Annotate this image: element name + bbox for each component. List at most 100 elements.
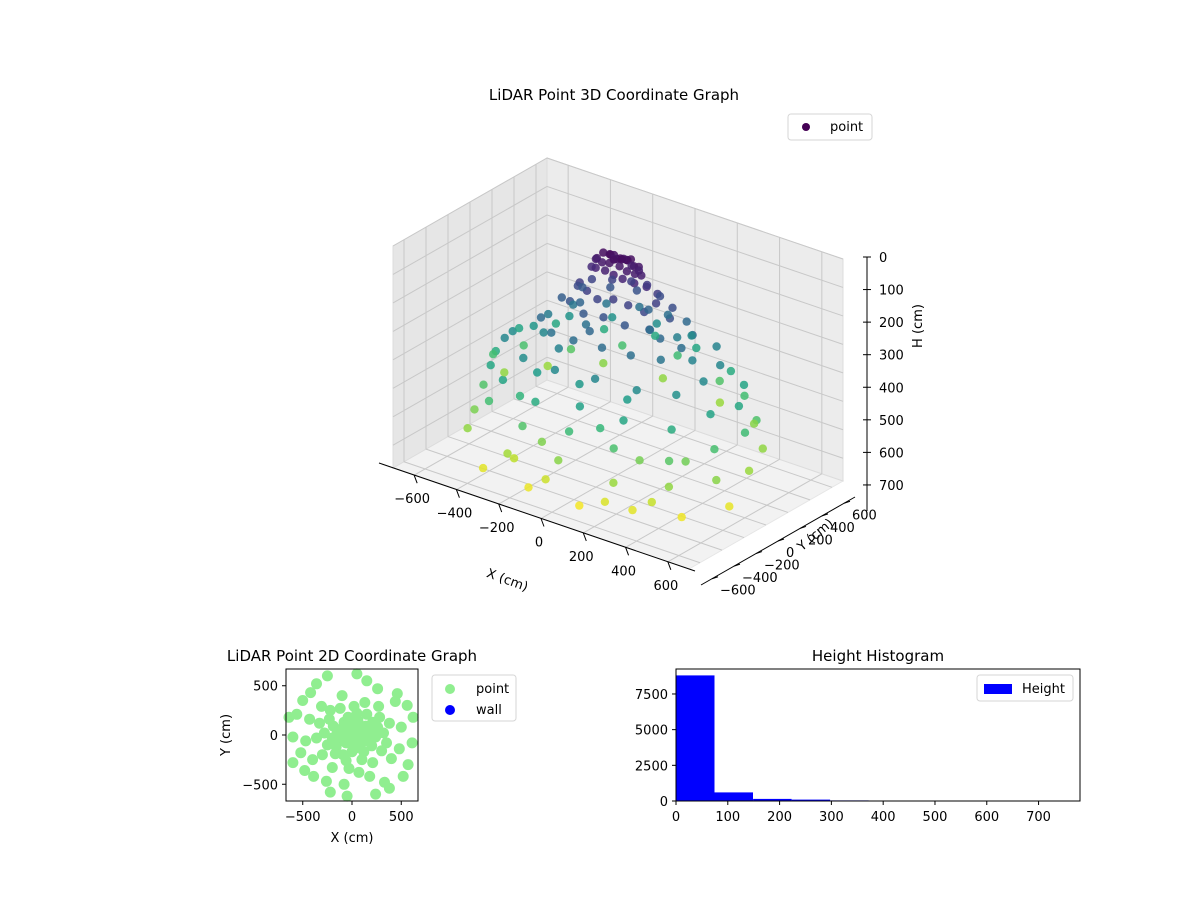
y-tick-label: −600 (720, 584, 756, 599)
point-3d (519, 353, 528, 363)
point-3d (692, 343, 701, 353)
point-2d (397, 770, 409, 782)
grid-z-left (392, 186, 548, 275)
point-2d (385, 753, 397, 765)
x-axis-line (378, 462, 696, 572)
x-tick-mark (540, 518, 545, 527)
point-2d (321, 670, 333, 682)
grid-z-back (546, 214, 844, 317)
point-3d (514, 324, 524, 333)
y-tick-label: 0 (660, 795, 668, 810)
point-3d (651, 331, 660, 340)
point-2d (334, 702, 346, 714)
point-2d (406, 737, 418, 749)
x-tick-label: 500 (923, 810, 948, 825)
point-2d (351, 668, 363, 680)
point-2d (316, 749, 328, 761)
y-tick-label: 200 (808, 533, 833, 548)
point-2d (323, 713, 335, 725)
point-3d (622, 267, 632, 276)
point-2d (307, 754, 319, 766)
y-tick-label: 0 (786, 546, 794, 561)
x-tick-mark (625, 547, 630, 556)
point-3d (664, 482, 674, 491)
point-2d (324, 786, 336, 798)
point-3d (634, 266, 644, 275)
point-3d (599, 313, 608, 322)
point-3d (543, 361, 552, 371)
point-3d (489, 350, 498, 359)
point-2d (370, 788, 382, 800)
point-3d (627, 261, 636, 270)
grid-y-floor (425, 448, 723, 551)
point-3d (609, 478, 618, 487)
point-3d (749, 419, 759, 428)
x-tick-label: −600 (394, 492, 430, 507)
point-2d (297, 695, 309, 706)
legend-marker-point (445, 684, 455, 694)
point-2d (373, 700, 385, 712)
chart-2d-legend: point wall (431, 674, 517, 722)
point-3d (533, 368, 542, 377)
point-2d (299, 765, 311, 776)
point-3d (609, 255, 618, 264)
point-3d (581, 320, 591, 329)
point-3d (715, 376, 724, 386)
point-2d (287, 757, 299, 769)
z-tick-label: 300 (879, 349, 904, 364)
point-3d (547, 328, 556, 337)
point-3d (564, 427, 574, 436)
point-3d (740, 428, 750, 437)
point-3d (536, 313, 546, 322)
point-2d (361, 675, 373, 687)
y-tick-label: −400 (742, 571, 778, 586)
chart-2d-title: LiDAR Point 2D Coordinate Graph (227, 647, 477, 665)
z-tick-label: 700 (879, 479, 904, 494)
point-3d (544, 309, 553, 319)
point-3d (712, 475, 721, 485)
point-3d (632, 286, 642, 295)
x-tick-mark (455, 489, 460, 498)
point-3d (619, 416, 628, 425)
x-tick-label: 0 (672, 810, 680, 825)
y-tick-label: 400 (830, 521, 855, 536)
x-tick-mark (498, 503, 503, 513)
y-tick-label: 0 (270, 729, 278, 744)
point-3d (608, 313, 617, 322)
grid-z-left (392, 299, 548, 389)
point-3d (699, 377, 708, 386)
grid-z-left (392, 157, 548, 247)
point-2d (311, 678, 322, 690)
point-3d (655, 292, 665, 301)
y-tick-mark (843, 500, 851, 504)
chart-2d-points (283, 668, 419, 802)
grid-z-left (392, 271, 548, 361)
point-2d (314, 717, 325, 729)
point-3d (578, 283, 587, 292)
point-2d (304, 713, 316, 725)
point-3d (642, 280, 652, 290)
point-3d (541, 475, 550, 484)
point-3d (565, 311, 574, 321)
point-3d (579, 309, 588, 318)
point-3d (706, 410, 715, 419)
point-3d (575, 379, 584, 389)
point-3d (587, 275, 597, 284)
histogram-frame (675, 668, 1081, 802)
z-tick-label: 400 (879, 381, 904, 396)
chart-2d-ylabel: Y (cm) (219, 714, 234, 757)
point-3d (591, 254, 601, 264)
point-2d (348, 700, 360, 712)
grid-z-back (546, 185, 844, 288)
grid-y-floor (447, 436, 745, 539)
x-tick-mark (413, 475, 418, 484)
point-3d (600, 266, 610, 275)
point-3d (569, 336, 578, 345)
point-3d (596, 424, 605, 433)
histogram-bar (791, 799, 831, 801)
y-tick-label: 5000 (635, 724, 668, 739)
y-tick-label: 500 (253, 680, 278, 695)
point-3d (635, 456, 644, 465)
point-2d (336, 690, 348, 702)
